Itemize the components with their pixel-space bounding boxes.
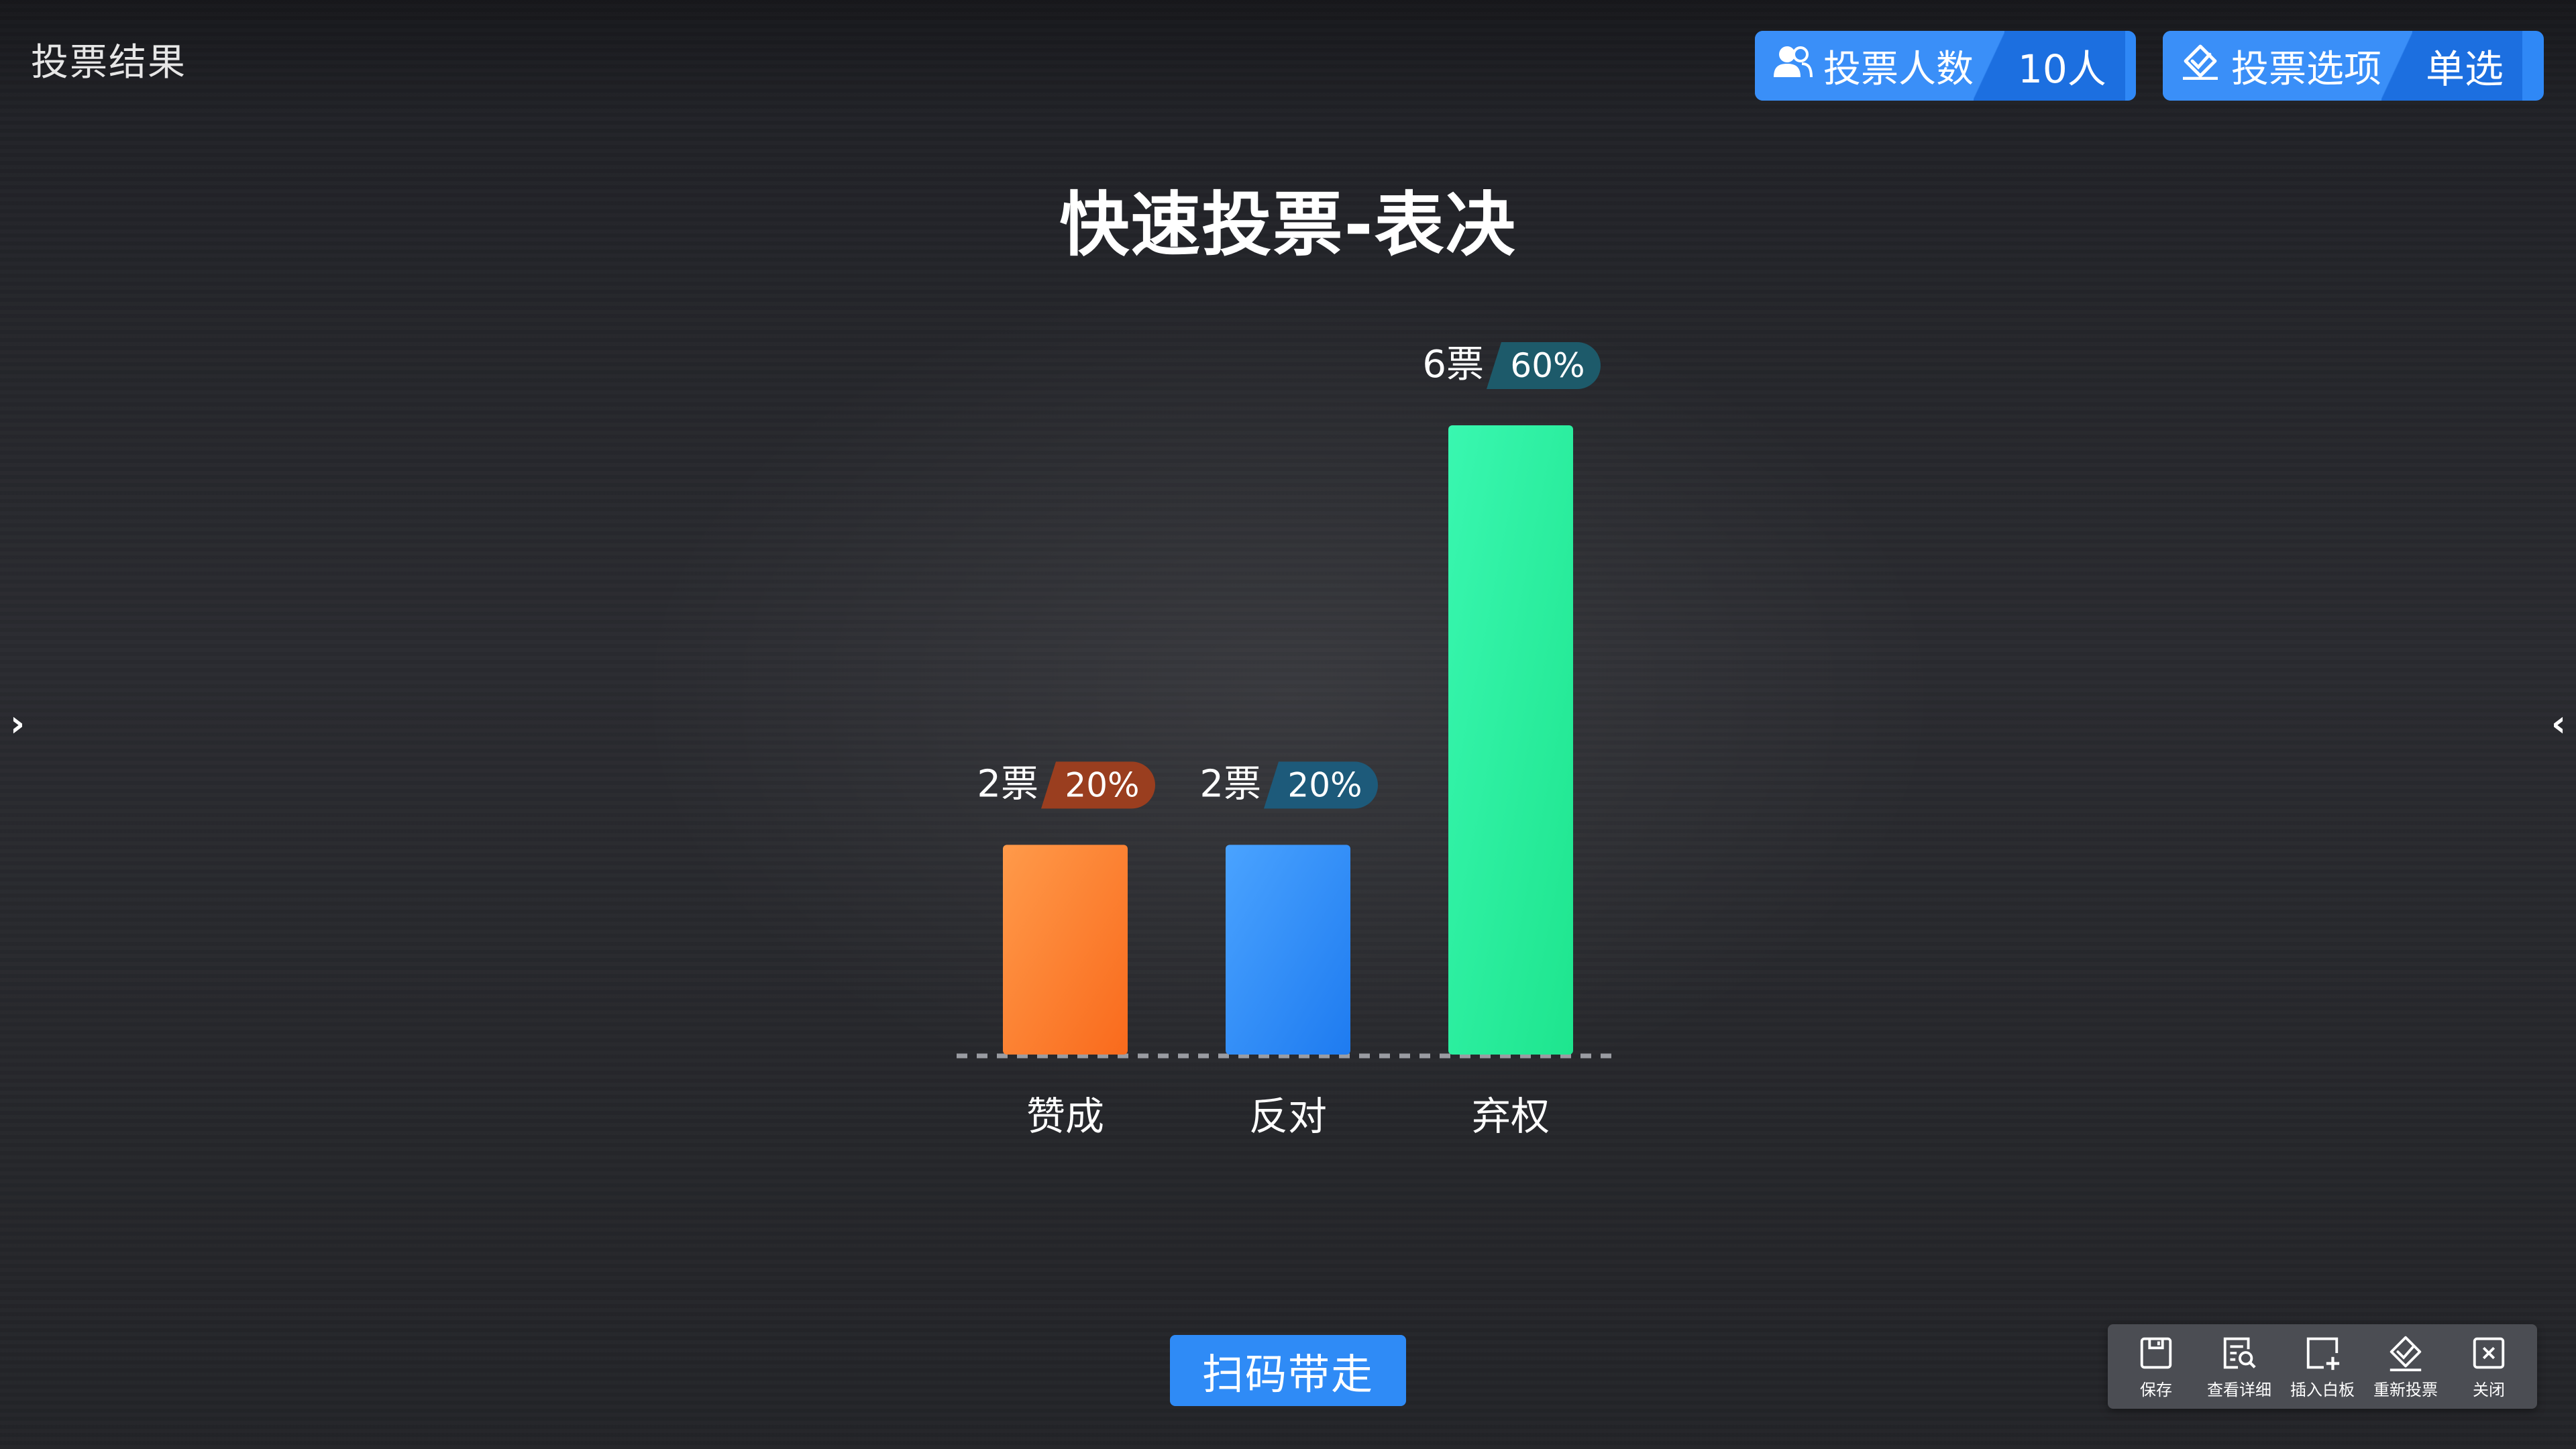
- bar-0: [1003, 845, 1128, 1055]
- voter-count-value: 10人: [2004, 31, 2125, 101]
- category-label: 弃权: [1472, 1093, 1550, 1139]
- voter-count-label-area: 投票人数: [1755, 31, 1974, 101]
- insert-whiteboard-icon: [2306, 1337, 2340, 1370]
- close-label: 关闭: [2473, 1380, 2505, 1399]
- vote-option-label: 投票选项: [2231, 47, 2381, 91]
- bar-2: [1448, 425, 1573, 1055]
- users-icon: [1772, 44, 1813, 88]
- vote-option-value: 单选: [2412, 31, 2523, 101]
- bar-percent-badge: [1264, 761, 1378, 809]
- bar-percent-badge: [1041, 761, 1155, 809]
- vote-title: 快速投票-表决: [1059, 184, 1517, 266]
- badge-divider: [1974, 31, 2004, 101]
- expand-left-arrow-icon[interactable]: ›: [9, 702, 25, 745]
- insert-whiteboard-button[interactable]: 插入白板: [2282, 1328, 2363, 1405]
- save-button[interactable]: 保存: [2116, 1328, 2196, 1405]
- save-label: 保存: [2140, 1380, 2172, 1399]
- expand-right-arrow-icon[interactable]: ‹: [2551, 702, 2567, 745]
- close-icon: [2473, 1337, 2505, 1368]
- vote-option-badge: 投票选项 单选: [2163, 31, 2544, 101]
- category-label: 赞成: [1026, 1093, 1104, 1139]
- save-icon: [2140, 1337, 2172, 1368]
- top-bar: [0, 0, 2576, 118]
- badge-divider: [2381, 31, 2412, 101]
- bar-1: [1226, 845, 1350, 1055]
- revote-icon: [2390, 1336, 2422, 1371]
- bar-vote-count-label: 2票: [1199, 762, 1261, 806]
- revote-label: 重新投票: [2373, 1380, 2438, 1399]
- details-icon: [2223, 1337, 2256, 1368]
- category-label: 反对: [1249, 1093, 1327, 1139]
- bar-percent-label: 20%: [1065, 765, 1139, 804]
- bottom-toolbar: 保存 查看详细 插入白板 重新投票: [2108, 1324, 2537, 1409]
- voter-count-label: 投票人数: [1823, 47, 1974, 91]
- voter-count-badge: 投票人数 10人: [1755, 31, 2136, 101]
- bar-vote-count-label: 2票: [977, 762, 1038, 806]
- view-details-label: 查看详细: [2207, 1380, 2271, 1399]
- bar-percent-label: 60%: [1510, 346, 1585, 385]
- insert-whiteboard-label: 插入白板: [2290, 1380, 2355, 1399]
- close-button[interactable]: 关闭: [2449, 1328, 2529, 1405]
- bar-percent-badge: [1487, 342, 1601, 389]
- scan-qr-button[interactable]: 扫码带走: [1170, 1335, 1406, 1406]
- check-edit-icon: [2180, 42, 2220, 89]
- vote-option-label-area: 投票选项: [2163, 31, 2381, 101]
- bar-percent-label: 20%: [1287, 765, 1362, 804]
- bar-vote-count-label: 6票: [1422, 343, 1484, 386]
- view-details-button[interactable]: 查看详细: [2199, 1328, 2279, 1405]
- revote-button[interactable]: 重新投票: [2365, 1328, 2446, 1405]
- page-title: 投票结果: [31, 41, 186, 85]
